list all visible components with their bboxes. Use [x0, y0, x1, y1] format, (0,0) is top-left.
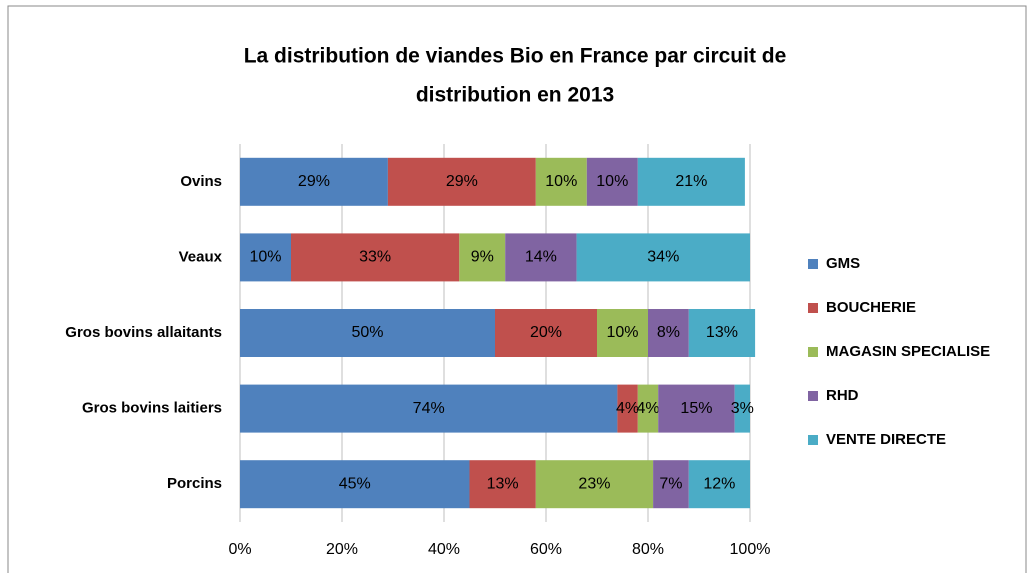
bar-segment — [459, 233, 506, 282]
bar-segment — [240, 157, 388, 206]
legend-swatch — [808, 259, 818, 269]
data-label: 23% — [578, 475, 610, 492]
data-label: 10% — [606, 324, 638, 341]
data-label: 15% — [680, 400, 712, 417]
data-label: 45% — [339, 475, 371, 492]
data-label: 10% — [249, 249, 281, 266]
bar-segment — [535, 157, 587, 206]
data-label: 8% — [657, 324, 680, 341]
legend-swatch — [808, 391, 818, 401]
bar-segment — [495, 309, 597, 357]
bar-segment — [240, 309, 495, 357]
y-tick-label: Ovins — [180, 173, 222, 190]
data-label: 4% — [636, 400, 659, 417]
chart-title: distribution en 2013 — [416, 84, 614, 107]
y-tick-label: Gros bovins allaitants — [65, 324, 222, 341]
data-label: 20% — [530, 324, 562, 341]
data-label: 4% — [616, 400, 639, 417]
bar-segment — [658, 384, 735, 433]
data-label: 9% — [471, 249, 494, 266]
bar-segment — [734, 384, 750, 433]
bar-segment — [291, 233, 460, 282]
legend-swatch — [808, 347, 818, 357]
x-tick-label: 0% — [228, 541, 251, 558]
data-label: 74% — [413, 400, 445, 417]
bar-segment — [637, 157, 745, 206]
bar-segment — [648, 309, 689, 357]
bar-segment — [240, 460, 470, 509]
bar-segment — [617, 384, 638, 433]
data-label: 7% — [659, 475, 682, 492]
data-label: 50% — [351, 324, 383, 341]
y-tick-label: Veaux — [179, 248, 223, 265]
data-label: 34% — [647, 249, 679, 266]
data-label: 29% — [446, 173, 478, 190]
data-label: 3% — [731, 400, 754, 417]
x-tick-label: 20% — [326, 541, 358, 558]
legend-label: BOUCHERIE — [826, 299, 916, 316]
legend-swatch — [808, 303, 818, 313]
data-label: 10% — [596, 173, 628, 190]
bar-segment — [535, 460, 654, 509]
bar-segment — [469, 460, 536, 509]
bar-segment — [637, 384, 659, 433]
legend-label: RHD — [826, 387, 859, 404]
bar-segment — [688, 460, 750, 509]
bar-segment — [653, 460, 689, 509]
legend-label: GMS — [826, 255, 860, 272]
data-label: 12% — [703, 475, 735, 492]
bar-segment — [576, 233, 750, 282]
x-tick-label: 60% — [530, 541, 562, 558]
data-label: 21% — [675, 173, 707, 190]
y-tick-label: Porcins — [167, 475, 222, 492]
bar-segment — [240, 233, 291, 282]
legend-label: VENTE DIRECTE — [826, 431, 946, 448]
chart-title: La distribution de viandes Bio en France… — [244, 45, 787, 68]
x-tick-label: 100% — [730, 541, 771, 558]
bar-segment — [240, 384, 618, 433]
data-label: 13% — [706, 324, 738, 341]
data-label: 33% — [359, 249, 391, 266]
x-tick-label: 40% — [428, 541, 460, 558]
data-label: 29% — [298, 173, 330, 190]
y-tick-label: Gros bovins laitiers — [82, 400, 222, 417]
bar-segment — [597, 309, 648, 357]
data-label: 14% — [525, 249, 557, 266]
bar-segment — [688, 309, 756, 357]
bar-segment — [586, 157, 638, 206]
data-label: 10% — [545, 173, 577, 190]
bar-segment — [505, 233, 577, 282]
legend-label: MAGASIN SPECIALISE — [826, 343, 990, 360]
bar-segment — [387, 157, 536, 206]
legend-swatch — [808, 435, 818, 445]
data-label: 13% — [487, 475, 519, 492]
x-tick-label: 80% — [632, 541, 664, 558]
